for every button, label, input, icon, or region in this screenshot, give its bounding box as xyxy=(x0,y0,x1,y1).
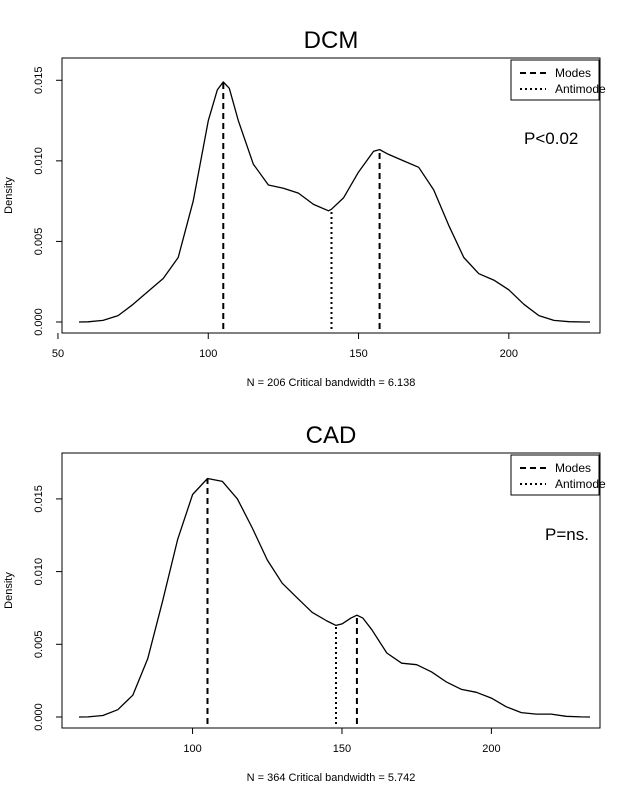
y-tick-label: 0.000 xyxy=(33,703,45,731)
legend-label: Antimode xyxy=(555,82,606,96)
x-tick-label: 100 xyxy=(183,743,201,755)
p-value-annotation: P=ns. xyxy=(545,525,589,544)
plot-frame xyxy=(61,452,601,729)
y-tick-label: 0.010 xyxy=(33,558,45,586)
density-curve xyxy=(78,81,590,323)
legend-box xyxy=(510,59,600,101)
chart-panel-cad: CAD 100 150 200 0.000 0.005 0.010 0.015 Density N… xyxy=(3,422,606,784)
y-axis-label: Density xyxy=(3,177,15,214)
x-axis-label: N = 364 Critical bandwidth = 5.742 xyxy=(247,772,416,784)
x-tick-label: 200 xyxy=(482,743,500,755)
legend-box xyxy=(510,454,600,496)
y-tick-label: 0.015 xyxy=(33,67,45,95)
x-axis-label: N = 206 Critical bandwidth = 6.138 xyxy=(247,377,416,389)
y-tick-label: 0.000 xyxy=(33,308,45,336)
y-tick-label: 0.010 xyxy=(33,147,45,175)
chart-panel-dcm: DCM 50 100 150 200 0.000 0.005 0.010 0.015 Densit… xyxy=(3,27,606,389)
legend-label: Modes xyxy=(555,66,591,80)
y-tick-label: 0.005 xyxy=(33,631,45,659)
legend: Modes Antimode xyxy=(510,59,606,101)
x-tick-label: 150 xyxy=(349,348,367,360)
chart-title: DCM xyxy=(304,27,359,54)
density-curve xyxy=(78,477,591,718)
chart-title: CAD xyxy=(306,422,357,449)
legend: Modes Antimode xyxy=(510,454,606,496)
p-value-annotation: P<0.02 xyxy=(524,129,578,148)
y-tick-label: 0.015 xyxy=(33,485,45,513)
x-tick-label: 50 xyxy=(52,348,64,360)
x-tick-label: 100 xyxy=(199,348,217,360)
y-tick-label: 0.005 xyxy=(33,228,45,256)
legend-label: Modes xyxy=(555,461,591,475)
legend-label: Antimode xyxy=(555,477,606,491)
x-tick-label: 150 xyxy=(333,743,351,755)
plot-frame xyxy=(61,57,601,334)
y-axis-label: Density xyxy=(3,572,15,609)
x-tick-label: 200 xyxy=(500,348,518,360)
